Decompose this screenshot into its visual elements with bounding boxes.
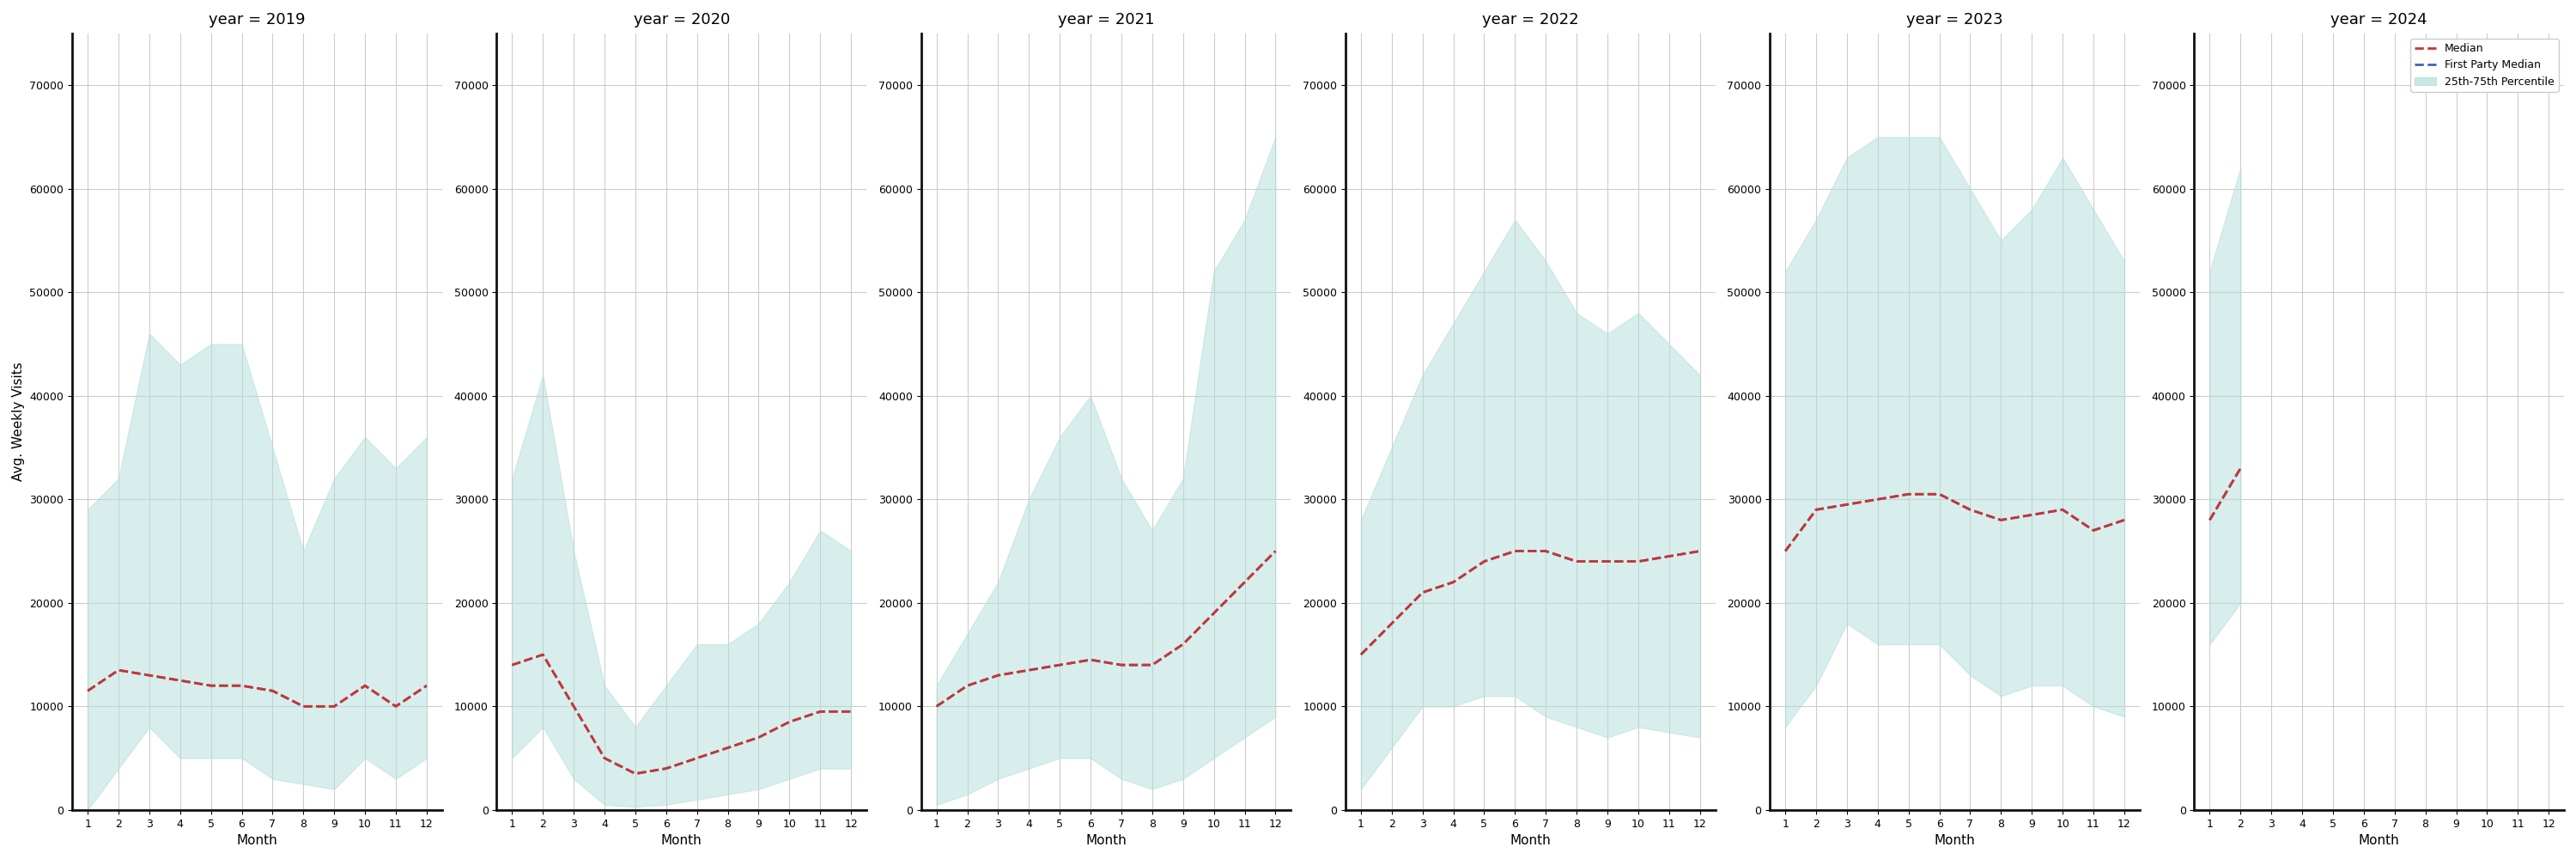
X-axis label: Month: Month <box>1084 834 1126 847</box>
X-axis label: Month: Month <box>1510 834 1551 847</box>
Title: year = 2019: year = 2019 <box>209 12 307 27</box>
X-axis label: Month: Month <box>662 834 703 847</box>
X-axis label: Month: Month <box>2360 834 2401 847</box>
Title: year = 2023: year = 2023 <box>1906 12 2004 27</box>
Title: year = 2020: year = 2020 <box>634 12 729 27</box>
Legend: Median, First Party Median, 25th-75th Percentile: Median, First Party Median, 25th-75th Pe… <box>2411 39 2558 92</box>
Title: year = 2024: year = 2024 <box>2331 12 2427 27</box>
X-axis label: Month: Month <box>1935 834 1976 847</box>
Title: year = 2022: year = 2022 <box>1481 12 1579 27</box>
Title: year = 2021: year = 2021 <box>1059 12 1154 27</box>
Y-axis label: Avg. Weekly Visits: Avg. Weekly Visits <box>13 362 26 481</box>
X-axis label: Month: Month <box>237 834 278 847</box>
